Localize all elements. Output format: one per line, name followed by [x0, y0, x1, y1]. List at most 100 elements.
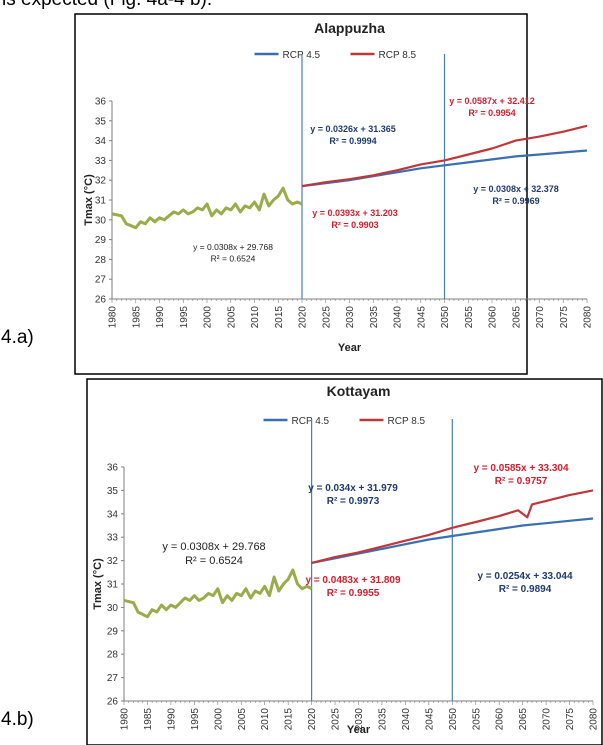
- trendline-r-squared: R² = 0.9903: [331, 220, 378, 230]
- x-tick-label: 2000: [203, 306, 214, 329]
- y-tick-label: 36: [95, 97, 107, 108]
- x-tick-label: 1995: [190, 708, 201, 731]
- x-tick-label: 2035: [369, 306, 380, 329]
- trendline-r-squared: R² = 0.9757: [495, 476, 548, 487]
- x-tick-label: 2015: [284, 708, 295, 731]
- rcp85-series-line: [301, 124, 588, 188]
- x-tick-label: 2025: [331, 708, 342, 731]
- x-tick-label: 2055: [464, 306, 475, 329]
- trendline-r-squared: R² = 0.9994: [329, 136, 376, 146]
- x-tick-label: 2075: [565, 708, 576, 731]
- x-tick-label: 2050: [448, 708, 459, 731]
- x-tick-label: 1990: [155, 306, 166, 329]
- trendline-equation: y = 0.0326x + 31.365: [310, 124, 396, 134]
- legend-label-rcp85: RCP 8.5: [379, 50, 417, 61]
- x-axis-label: Year: [347, 724, 371, 736]
- x-axis-label: Year: [338, 342, 362, 354]
- x-tick-label: 2040: [401, 708, 412, 731]
- trendline-r-squared: R² = 0.6524: [185, 555, 243, 567]
- x-tick-label: 2010: [250, 306, 261, 329]
- trendline-r-squared: R² = 0.9969: [492, 196, 539, 206]
- x-tick-label: 2055: [471, 708, 482, 731]
- x-tick-label: 2065: [511, 306, 522, 329]
- y-tick-label: 29: [95, 235, 107, 246]
- x-tick-label: 2030: [354, 708, 365, 731]
- legend-label-rcp45: RCP 4.5: [292, 416, 330, 427]
- y-tick-label: 30: [107, 603, 119, 614]
- trendline-equation: y = 0.0308x + 29.768: [162, 541, 265, 553]
- y-tick-label: 26: [107, 697, 119, 708]
- rcp85-series-line: [311, 489, 594, 564]
- x-tick-label: 2070: [535, 306, 546, 329]
- x-tick-label: 2005: [226, 306, 237, 329]
- trendline-equation: y = 0.0393x + 31.203: [312, 208, 398, 218]
- y-tick-label: 32: [95, 176, 107, 187]
- x-tick-label: 1985: [143, 708, 154, 731]
- trendline-equation: y = 0.0308x + 32.378: [473, 184, 559, 194]
- trendline-equation: y = 0.0308x + 29.768: [193, 242, 273, 252]
- x-tick-label: 2005: [237, 708, 248, 731]
- chart-title: Kottayam: [327, 383, 391, 399]
- x-tick-label: 1980: [120, 708, 131, 731]
- y-tick-label: 28: [107, 650, 119, 661]
- y-tick-label: 26: [95, 295, 107, 306]
- y-tick-label: 31: [95, 196, 107, 207]
- chart-kottayam: Kottayam RCP 4.5 RCP 8.5 26 27 28 29 30 31 32 33 34…: [86, 378, 603, 745]
- x-tick-label: 2010: [260, 708, 271, 731]
- trendline-r-squared: R² = 0.9955: [327, 588, 380, 599]
- x-tick-label: 2025: [321, 306, 332, 329]
- x-tick-label: 2060: [495, 708, 506, 731]
- y-tick-label: 34: [95, 136, 107, 147]
- x-tick-label: 1980: [108, 306, 119, 329]
- x-tick-label: 2000: [213, 708, 224, 731]
- trendline-equation: y = 0.0254x + 33.044: [477, 571, 573, 582]
- y-tick-label: 34: [107, 509, 119, 520]
- trendline-r-squared: R² = 0.9973: [327, 496, 380, 507]
- y-tick-label: 29: [107, 626, 119, 637]
- trendline-r-squared: R² = 0.9954: [468, 108, 515, 118]
- x-tick-label: 2050: [440, 306, 451, 329]
- panel-label-4b: 4.b): [1, 709, 34, 730]
- x-tick-label: 1995: [179, 306, 190, 329]
- x-tick-label: 2020: [298, 306, 309, 329]
- panel-label-4a: 4.a): [1, 327, 34, 348]
- x-tick-label: 2070: [542, 708, 553, 731]
- trendline-equation: y = 0.034x + 31.979: [308, 483, 398, 494]
- x-tick-label: 2015: [274, 306, 285, 329]
- x-tick-label: 2030: [345, 306, 356, 329]
- trendline-equation: y = 0.0585x + 33.304: [473, 463, 569, 474]
- x-tick-label: 2065: [518, 708, 529, 731]
- y-tick-label: 32: [107, 556, 119, 567]
- x-tick-label: 2040: [393, 306, 404, 329]
- chart-frame: [86, 378, 603, 745]
- chart-frame: [74, 13, 528, 375]
- x-tick-label: 2080: [583, 306, 594, 329]
- y-tick-label: 27: [95, 275, 107, 286]
- y-tick-label: 35: [107, 486, 119, 497]
- y-axis-label: Tmax (°C): [92, 558, 104, 610]
- y-tick-label: 27: [107, 673, 119, 684]
- x-tick-label: 1990: [166, 708, 177, 731]
- x-tick-label: 1985: [131, 306, 142, 329]
- y-axis-label: Tmax (°C): [83, 174, 95, 226]
- chart-title: Alappuzha: [314, 20, 385, 36]
- x-tick-label: 2020: [307, 708, 318, 731]
- x-tick-label: 2035: [377, 708, 388, 731]
- y-tick-label: 35: [95, 116, 107, 127]
- x-tick-label: 2045: [416, 306, 427, 329]
- trendline-r-squared: R² = 0.9894: [499, 584, 552, 595]
- rcp45-series-line: [311, 517, 594, 564]
- observed-series-line: [111, 186, 303, 230]
- x-tick-label: 2080: [589, 708, 600, 731]
- y-tick-label: 30: [95, 215, 107, 226]
- trendline-r-squared: R² = 0.6524: [211, 254, 256, 264]
- legend-label-rcp85: RCP 8.5: [388, 416, 426, 427]
- y-tick-label: 36: [107, 463, 119, 474]
- x-tick-label: 2075: [559, 306, 570, 329]
- y-tick-label: 31: [107, 580, 119, 591]
- x-tick-label: 2060: [488, 306, 499, 329]
- trendline-equation: y = 0.0587x + 32.412: [449, 96, 535, 106]
- y-tick-label: 33: [95, 156, 107, 167]
